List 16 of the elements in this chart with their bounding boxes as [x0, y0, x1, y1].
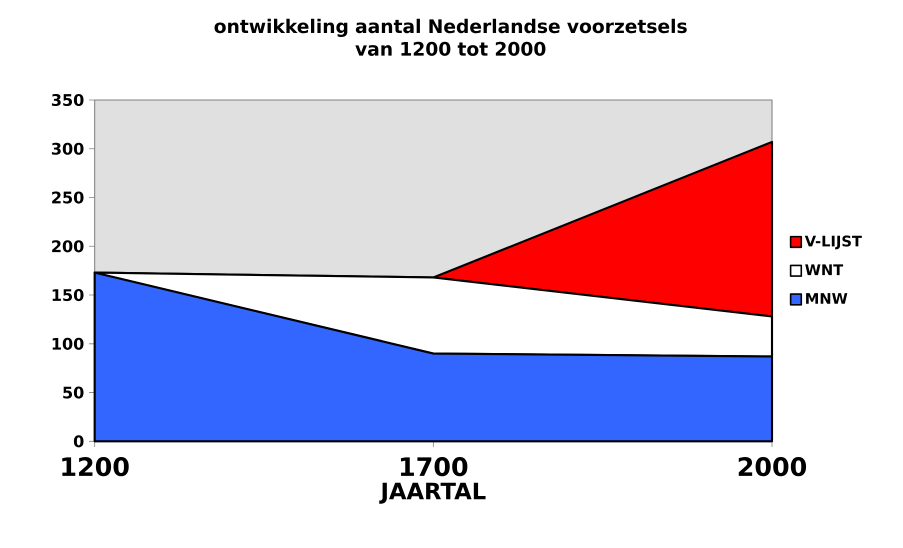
x-tick-label: 1700 — [400, 457, 468, 476]
legend-label: MNW — [806, 293, 848, 304]
y-tick-label: 50 — [63, 386, 84, 399]
y-tick-label: 200 — [52, 240, 84, 252]
y-tick-label: 0 — [74, 435, 84, 448]
y-tick-label: 100 — [52, 338, 84, 350]
chart-title: ontwikkeling aantal Nederlandse voorzetsels van 1200 tot 2000 — [214, 18, 687, 56]
y-tick-label: 300 — [52, 142, 84, 155]
y-tick-label: 250 — [52, 191, 84, 204]
legend-label: V-LIJST — [804, 236, 862, 250]
x-tick-label: 1200 — [62, 457, 129, 476]
y-tick-label: 150 — [52, 288, 84, 302]
x-tick-label: 2000 — [738, 457, 806, 476]
legend-label: WNT — [805, 264, 844, 276]
y-tick-label: 350 — [52, 94, 84, 106]
x-axis-title: JAARTAL — [379, 482, 486, 504]
